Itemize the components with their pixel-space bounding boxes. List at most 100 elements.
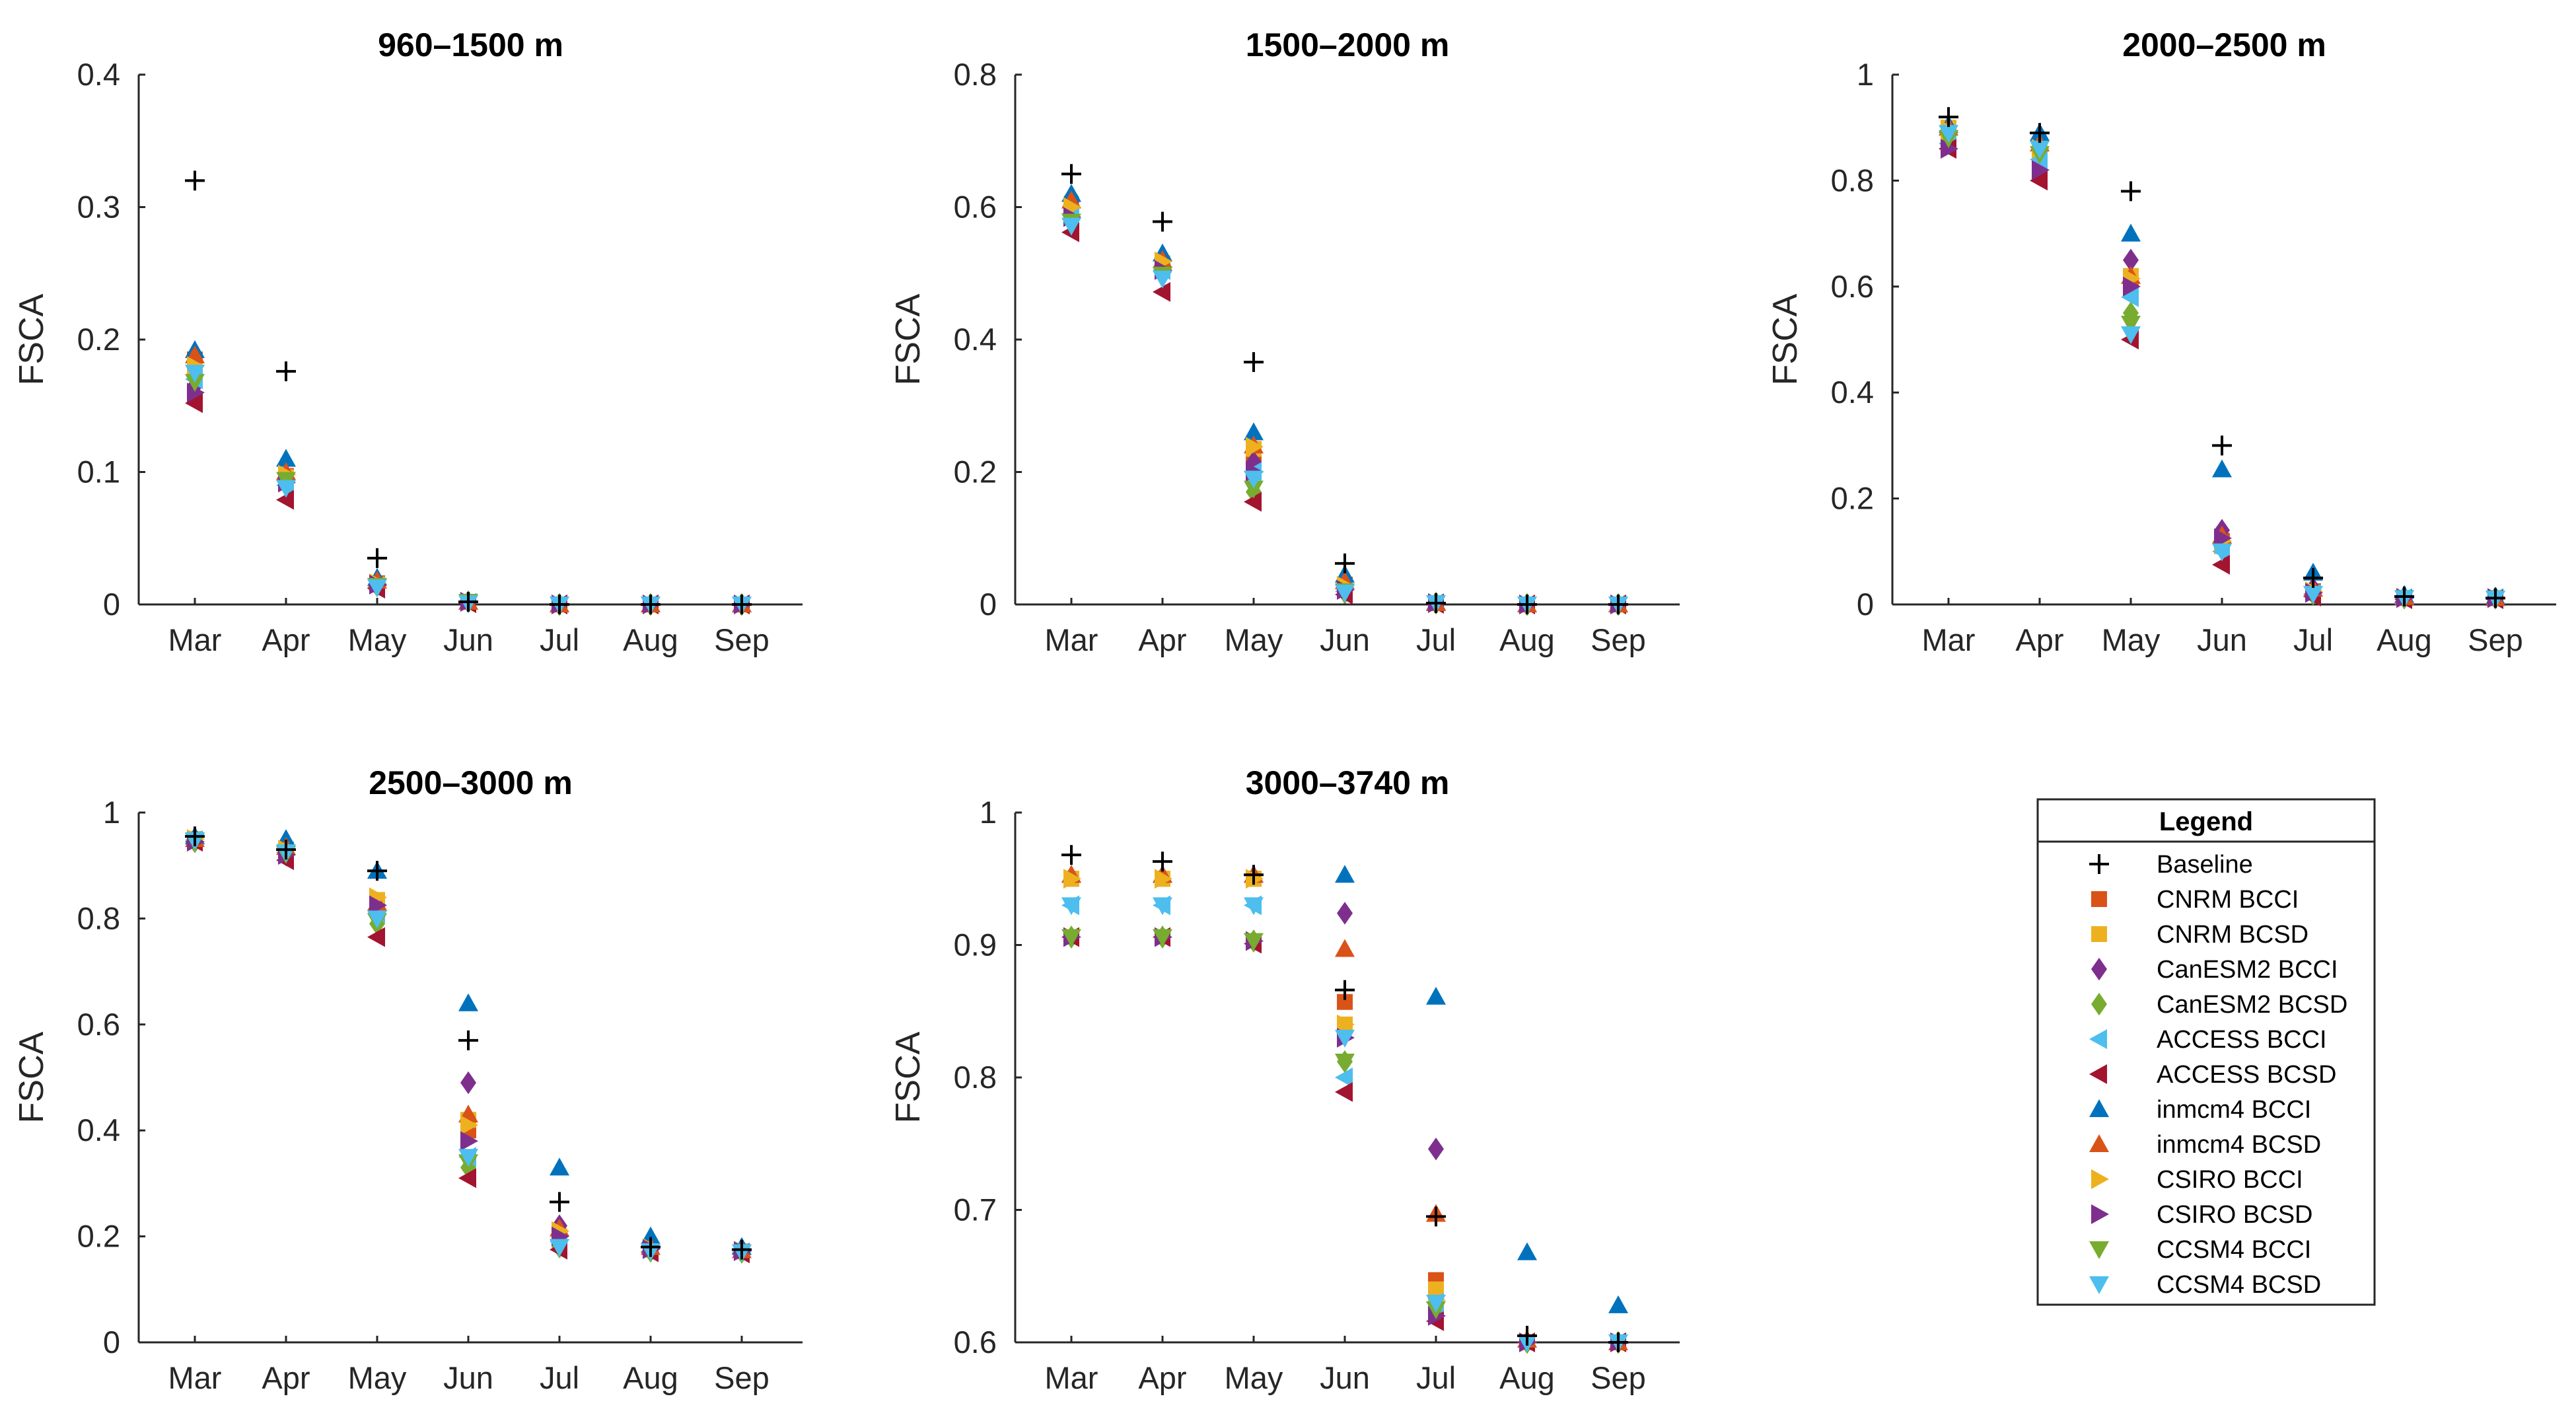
panel-5: 3000–3740 m FSCA 0.6 0.7 0.8 0.9 1 Mar Apr May Jun… bbox=[889, 764, 1680, 1395]
data-point bbox=[185, 393, 203, 414]
x-tick-label: Sep bbox=[714, 622, 769, 657]
x-tick-label: Mar bbox=[168, 622, 222, 657]
data-point bbox=[1061, 217, 1081, 236]
y-tick-label: 0.3 bbox=[77, 190, 120, 225]
series-inmcm4-bcsd bbox=[1061, 190, 1628, 612]
data-point bbox=[1244, 480, 1264, 499]
panel-4: 2500–3000 m FSCA 0 0.2 0.4 0.6 0.8 1 Mar Apr May Ju… bbox=[13, 764, 803, 1395]
y-tick-label: 0.1 bbox=[77, 454, 120, 490]
series-csiro-bcci bbox=[1063, 197, 1628, 614]
legend-entry: inmcm4 BCSD bbox=[2089, 1131, 2321, 1159]
data-point bbox=[1244, 352, 1264, 373]
series-canesm2-bcsd bbox=[187, 365, 750, 616]
series-access-bcsd bbox=[185, 393, 750, 614]
data-point bbox=[2212, 459, 2232, 478]
data-point bbox=[276, 449, 296, 467]
data-point bbox=[1061, 845, 1081, 865]
data-point bbox=[2212, 554, 2230, 575]
legend-entry: CanESM2 BCCI bbox=[2091, 956, 2338, 984]
series-baseline bbox=[1939, 107, 2505, 608]
data-point bbox=[2303, 567, 2323, 588]
data-point bbox=[641, 595, 661, 614]
x-tick-label: May bbox=[348, 622, 407, 657]
data-point bbox=[1517, 1242, 1537, 1260]
data-point bbox=[458, 993, 478, 1011]
x-tick-label: Mar bbox=[1922, 622, 1976, 657]
y-tick-label: 1 bbox=[103, 795, 120, 830]
y-tick-label: 0.8 bbox=[1831, 163, 1874, 198]
panel-title: 3000–3740 m bbox=[1246, 764, 1450, 801]
x-tick-label: May bbox=[2102, 622, 2161, 657]
legend-marker bbox=[2091, 957, 2107, 981]
data-point bbox=[550, 1157, 569, 1176]
y-tick-label: 0.2 bbox=[954, 454, 997, 490]
data-point bbox=[1426, 1206, 1446, 1227]
data-point bbox=[1153, 211, 1172, 232]
series-cnrm-bcci bbox=[1063, 199, 1626, 612]
y-tick-label: 0.2 bbox=[77, 1219, 120, 1254]
data-point bbox=[2121, 181, 2141, 201]
y-tick-label: 0.4 bbox=[77, 57, 120, 92]
y-tick-label: 0.2 bbox=[77, 322, 120, 357]
series-canesm2-bcci bbox=[187, 374, 750, 616]
data-point bbox=[2214, 528, 2232, 548]
legend-label: ACCESS BCCI bbox=[2157, 1026, 2327, 1054]
data-point bbox=[1426, 593, 1446, 613]
panel-title: 2500–3000 m bbox=[369, 764, 573, 801]
x-tick-label: Jun bbox=[443, 1360, 493, 1395]
y-axis-label: FSCA bbox=[1766, 293, 1805, 385]
legend-marker bbox=[2091, 926, 2107, 942]
y-tick-label: 0 bbox=[103, 1325, 120, 1360]
x-tick-label: Aug bbox=[623, 1360, 678, 1395]
data-point bbox=[2212, 543, 2232, 562]
data-point bbox=[1153, 270, 1172, 289]
legend-marker bbox=[2089, 1276, 2109, 1294]
data-point bbox=[185, 170, 205, 191]
y-tick-label: 0.8 bbox=[954, 57, 997, 92]
data-point bbox=[732, 595, 752, 614]
x-tick-label: Jul bbox=[540, 622, 579, 657]
data-point bbox=[1335, 980, 1355, 1000]
legend-label: CNRM BCSD bbox=[2157, 921, 2308, 949]
data-point bbox=[1428, 1138, 1444, 1161]
series-canesm2-bcci bbox=[1063, 190, 1626, 616]
legend-label: CNRM BCCI bbox=[2157, 886, 2299, 914]
data-point bbox=[460, 1131, 478, 1151]
panel-title: 2000–2500 m bbox=[2122, 26, 2326, 63]
x-tick-label: Apr bbox=[2015, 622, 2063, 657]
x-tick-label: May bbox=[1225, 622, 1283, 657]
x-tick-label: Jul bbox=[1416, 1360, 1456, 1395]
data-point bbox=[460, 1115, 478, 1136]
legend-entry: ACCESS BCSD bbox=[2089, 1061, 2336, 1089]
legend-label: CCSM4 BCCI bbox=[2157, 1236, 2311, 1264]
legend-label: CanESM2 BCSD bbox=[2157, 991, 2347, 1019]
legend-entry: CNRM BCSD bbox=[2091, 921, 2308, 949]
legend-entry: ACCESS BCCI bbox=[2089, 1026, 2327, 1054]
y-tick-label: 0.4 bbox=[77, 1112, 120, 1147]
legend-marker bbox=[2089, 854, 2109, 874]
data-point bbox=[550, 1239, 569, 1257]
legend-marker bbox=[2089, 1099, 2109, 1117]
data-point bbox=[1244, 491, 1262, 512]
legend-marker bbox=[2089, 1064, 2107, 1084]
data-point bbox=[367, 927, 385, 947]
series-csiro-bcci bbox=[187, 356, 752, 614]
legend-entry: CCSM4 BCSD bbox=[2089, 1271, 2321, 1299]
legend: Legend Baseline CNRM BCCI CNRM BCSD CanESM2 … bbox=[2036, 798, 2376, 1306]
y-tick-label: 0.6 bbox=[77, 1007, 120, 1042]
x-tick-label: Mar bbox=[1045, 622, 1098, 657]
data-point bbox=[2212, 435, 2232, 456]
data-point bbox=[1335, 1068, 1353, 1087]
y-tick-label: 0.2 bbox=[1831, 481, 1874, 516]
data-point bbox=[367, 579, 387, 597]
legend-label: CCSM4 BCSD bbox=[2157, 1271, 2321, 1299]
data-point bbox=[276, 480, 296, 498]
y-tick-label: 0.8 bbox=[954, 1060, 997, 1095]
data-point bbox=[1244, 422, 1264, 441]
series-baseline bbox=[185, 170, 752, 614]
data-point bbox=[367, 910, 387, 929]
x-tick-label: Sep bbox=[1591, 622, 1646, 657]
series-csiro-bcsd bbox=[1941, 139, 2505, 608]
legend-title: Legend bbox=[2159, 807, 2253, 836]
series-cnrm-bcci bbox=[187, 351, 750, 612]
